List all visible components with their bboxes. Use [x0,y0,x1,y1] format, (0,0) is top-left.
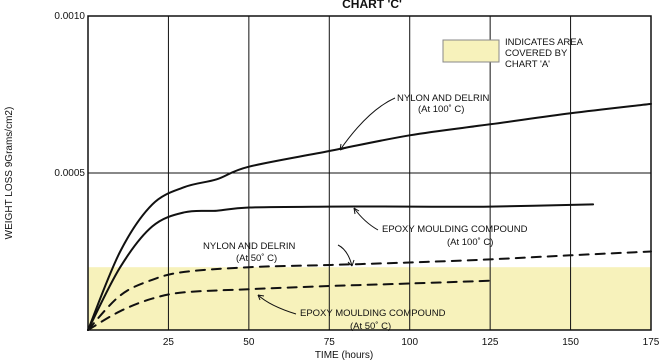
annotation-nylon-100-line1: NYLON AND DELRIN [397,93,490,104]
x-tick-label: 25 [163,337,175,348]
x-tick-label: 50 [243,337,255,348]
annotation-epoxy-50-line1: EPOXY MOULDING COMPOUND [300,308,446,319]
legend-line-3: CHART 'A' [505,59,550,70]
annotation-epoxy-50-line2: (At 50˚ C) [350,321,391,332]
x-tick-label: 150 [562,337,579,348]
x-axis-title: TIME (hours) [315,350,373,360]
annotation-nylon-50-leader [337,244,353,267]
series-epoxy-50c [87,279,492,331]
legend-line-2: COVERED BY [505,48,568,59]
legend-line-1: INDICATES AREA [505,37,584,48]
annotation-epoxy-100-leader [353,207,379,231]
annotation-nylon-100-leader [339,97,396,151]
plot-frame [87,15,652,331]
series-annotations: NYLON AND DELRIN (At 100˚ C) EPOXY MOULD… [203,93,528,332]
series-nylon-delrin-100c [87,102,652,331]
legend: INDICATES AREA COVERED BY CHART 'A' [442,37,584,70]
series-nylon-delrin-50c [87,250,652,331]
chart-title: CHART 'C' [342,0,402,11]
annotation-nylon-50-arrowhead [347,259,355,267]
annotation-epoxy-100-line1: EPOXY MOULDING COMPOUND [382,224,528,235]
annotation-epoxy-100-line2: (At 100˚ C) [447,237,493,248]
y-tick-label: 0.0005 [54,168,85,179]
y-tick-label: 0.0010 [54,11,85,22]
annotation-nylon-50-line1: NYLON AND DELRIN [203,241,296,252]
annotation-epoxy-100-arrowhead [353,207,360,215]
x-tick-label: 175 [643,337,660,348]
annotation-nylon-100-arrowhead [339,143,347,151]
annotation-nylon-100-line2: (At 100˚ C) [418,104,464,115]
tick-labels: 25 50 75 100 125 150 175 0.0005 0.0010 [54,11,659,348]
y-axis-title: WEIGHT LOSS 9Grams/cm2) [4,107,15,240]
annotation-nylon-50-line2: (At 50˚ C) [236,253,277,264]
annotation-epoxy-50-arrowhead [257,294,265,301]
plot-area [87,15,652,331]
chart-a-coverage-band [88,267,651,330]
x-tick-label: 100 [401,337,418,348]
annotation-epoxy-50-leader [257,294,297,315]
x-tick-label: 125 [482,337,499,348]
legend-swatch [442,39,500,63]
x-tick-label: 75 [324,337,336,348]
series-epoxy-100c [87,203,595,331]
series-layer [87,102,652,331]
